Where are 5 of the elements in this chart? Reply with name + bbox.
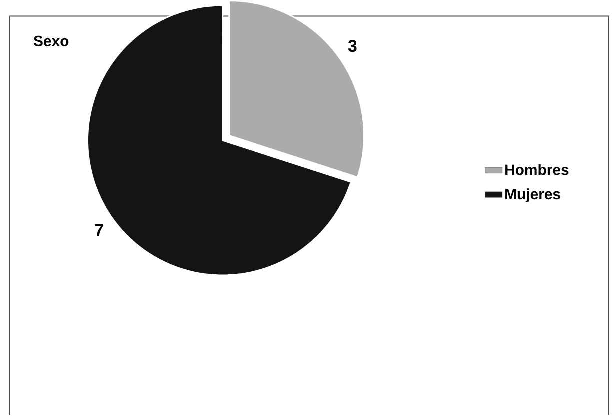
text: Sexo — [34, 36, 69, 47]
legend-label: Hombres — [506, 164, 569, 176]
data-label: 7 — [95, 224, 104, 236]
data-label: 3 — [348, 40, 357, 52]
legend-label: Mujeres — [506, 188, 560, 203]
